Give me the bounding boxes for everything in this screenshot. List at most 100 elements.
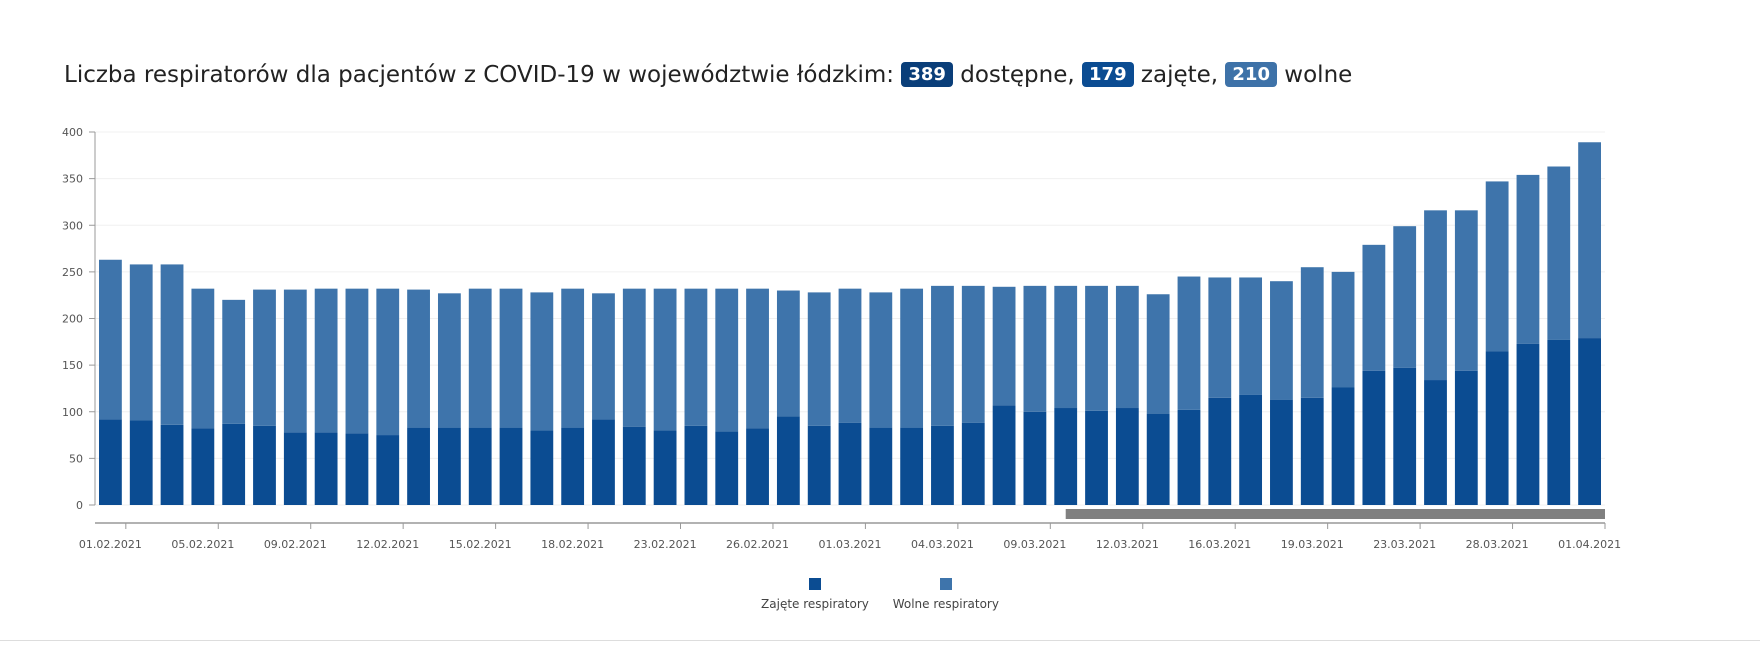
bar-occupied xyxy=(869,427,893,505)
bar-occupied xyxy=(1362,370,1386,505)
bar-occupied xyxy=(253,425,276,505)
bar-free xyxy=(807,292,831,426)
bar-free xyxy=(931,285,954,426)
y-tick-label: 150 xyxy=(62,359,83,372)
bar-occupied xyxy=(961,422,985,505)
bar-free xyxy=(283,289,307,433)
total-label: dostępne, xyxy=(960,62,1075,88)
bar-free xyxy=(1331,271,1355,388)
bar-occupied xyxy=(1547,339,1571,505)
bar-occupied xyxy=(160,424,184,505)
bar-free xyxy=(1516,174,1540,344)
bar-free xyxy=(900,288,924,428)
total-badge: 389 xyxy=(901,62,953,87)
y-tick-label: 400 xyxy=(62,126,83,139)
y-tick-label: 300 xyxy=(62,219,83,232)
bar-free xyxy=(992,286,1016,406)
bar-occupied xyxy=(99,419,122,505)
bar-occupied xyxy=(1270,399,1293,505)
x-tick-label: 12.03.2021 xyxy=(1096,538,1159,551)
x-tick-label: 09.02.2021 xyxy=(264,538,327,551)
bar-occupied xyxy=(1331,387,1355,505)
bar-occupied xyxy=(314,432,338,505)
bar-occupied xyxy=(1300,397,1324,505)
bar-free xyxy=(1115,285,1139,409)
y-tick-label: 250 xyxy=(62,266,83,279)
bar-free xyxy=(684,288,708,426)
bar-occupied xyxy=(1115,408,1139,505)
bar-occupied xyxy=(900,427,924,505)
legend-item-free[interactable]: Wolne respiratory xyxy=(893,578,999,611)
x-tick-label: 15.02.2021 xyxy=(449,538,512,551)
occupied-badge: 179 xyxy=(1082,62,1134,87)
bar-free xyxy=(561,288,585,428)
legend-label-occupied: Zajęte respiratory xyxy=(761,597,869,611)
x-tick-label: 01.03.2021 xyxy=(819,538,882,551)
bar-occupied xyxy=(1146,413,1170,505)
bar-free xyxy=(1177,276,1201,410)
y-tick-label: 50 xyxy=(69,452,83,465)
bar-free xyxy=(376,288,400,436)
bar-free xyxy=(530,292,554,431)
x-tick-label: 19.03.2021 xyxy=(1281,538,1344,551)
bar-occupied xyxy=(684,425,708,505)
x-tick-label: 04.03.2021 xyxy=(911,538,974,551)
bar-free xyxy=(314,288,338,433)
bar-occupied xyxy=(653,430,677,505)
legend: Zajęte respiratory Wolne respiratory xyxy=(0,578,1760,611)
legend-item-occupied[interactable]: Zajęte respiratory xyxy=(761,578,869,611)
bar-free xyxy=(1362,244,1386,371)
bar-occupied xyxy=(376,435,400,505)
bar-free xyxy=(1023,285,1047,412)
bar-free xyxy=(653,288,677,431)
bar-occupied xyxy=(622,426,646,505)
bar-occupied xyxy=(1023,411,1047,505)
bar-free xyxy=(499,288,523,428)
bar-occupied xyxy=(592,419,615,505)
x-tick-label: 23.02.2021 xyxy=(634,538,697,551)
bar-free xyxy=(1485,181,1509,352)
bar-free xyxy=(746,288,769,429)
bar-free xyxy=(253,289,276,426)
title-prefix: Liczba respiratorów dla pacjentów z COVI… xyxy=(64,62,895,88)
bar-free xyxy=(1300,267,1324,398)
bar-free xyxy=(869,292,893,428)
bar-free xyxy=(191,288,215,429)
free-label: wolne xyxy=(1284,62,1353,88)
bar-occupied xyxy=(1578,338,1601,505)
bar-occupied xyxy=(715,431,739,505)
bar-free xyxy=(715,288,739,432)
y-tick-label: 350 xyxy=(62,173,83,186)
x-tick-label: 18.02.2021 xyxy=(541,538,604,551)
bar-occupied xyxy=(129,420,153,505)
bar-occupied xyxy=(807,425,831,505)
occupied-label: zajęte, xyxy=(1140,62,1219,88)
x-tick-label: 26.02.2021 xyxy=(726,538,789,551)
bar-occupied xyxy=(468,427,492,505)
bar-occupied xyxy=(1177,409,1201,505)
bar-free xyxy=(1454,210,1478,371)
bar-occupied xyxy=(1424,380,1447,505)
bar-occupied xyxy=(1485,351,1509,505)
bar-occupied xyxy=(776,416,800,505)
bar-free xyxy=(99,259,122,420)
free-badge: 210 xyxy=(1225,62,1277,87)
bar-occupied xyxy=(530,430,554,505)
bar-free xyxy=(961,285,985,423)
bar-occupied xyxy=(1516,343,1540,505)
bar-occupied xyxy=(992,405,1016,505)
x-tick-label: 09.03.2021 xyxy=(1003,538,1066,551)
zoom-scrollbar xyxy=(1065,509,1605,519)
y-tick-label: 100 xyxy=(62,406,83,419)
bottom-divider xyxy=(0,640,1760,641)
bar-occupied xyxy=(1208,397,1232,505)
bar-occupied xyxy=(1239,394,1263,505)
bar-occupied xyxy=(1393,367,1417,505)
bar-free xyxy=(222,299,246,424)
bar-free xyxy=(345,288,369,434)
stacked-bar-chart: 0 50 100 150 200 250 300 350 400 01.02.2021 05.02.… xyxy=(62,126,1621,551)
x-tick-label: 01.04.2021 xyxy=(1558,538,1621,551)
bar-occupied xyxy=(191,428,215,505)
bar-occupied xyxy=(746,428,769,505)
bar-free xyxy=(1239,277,1263,395)
